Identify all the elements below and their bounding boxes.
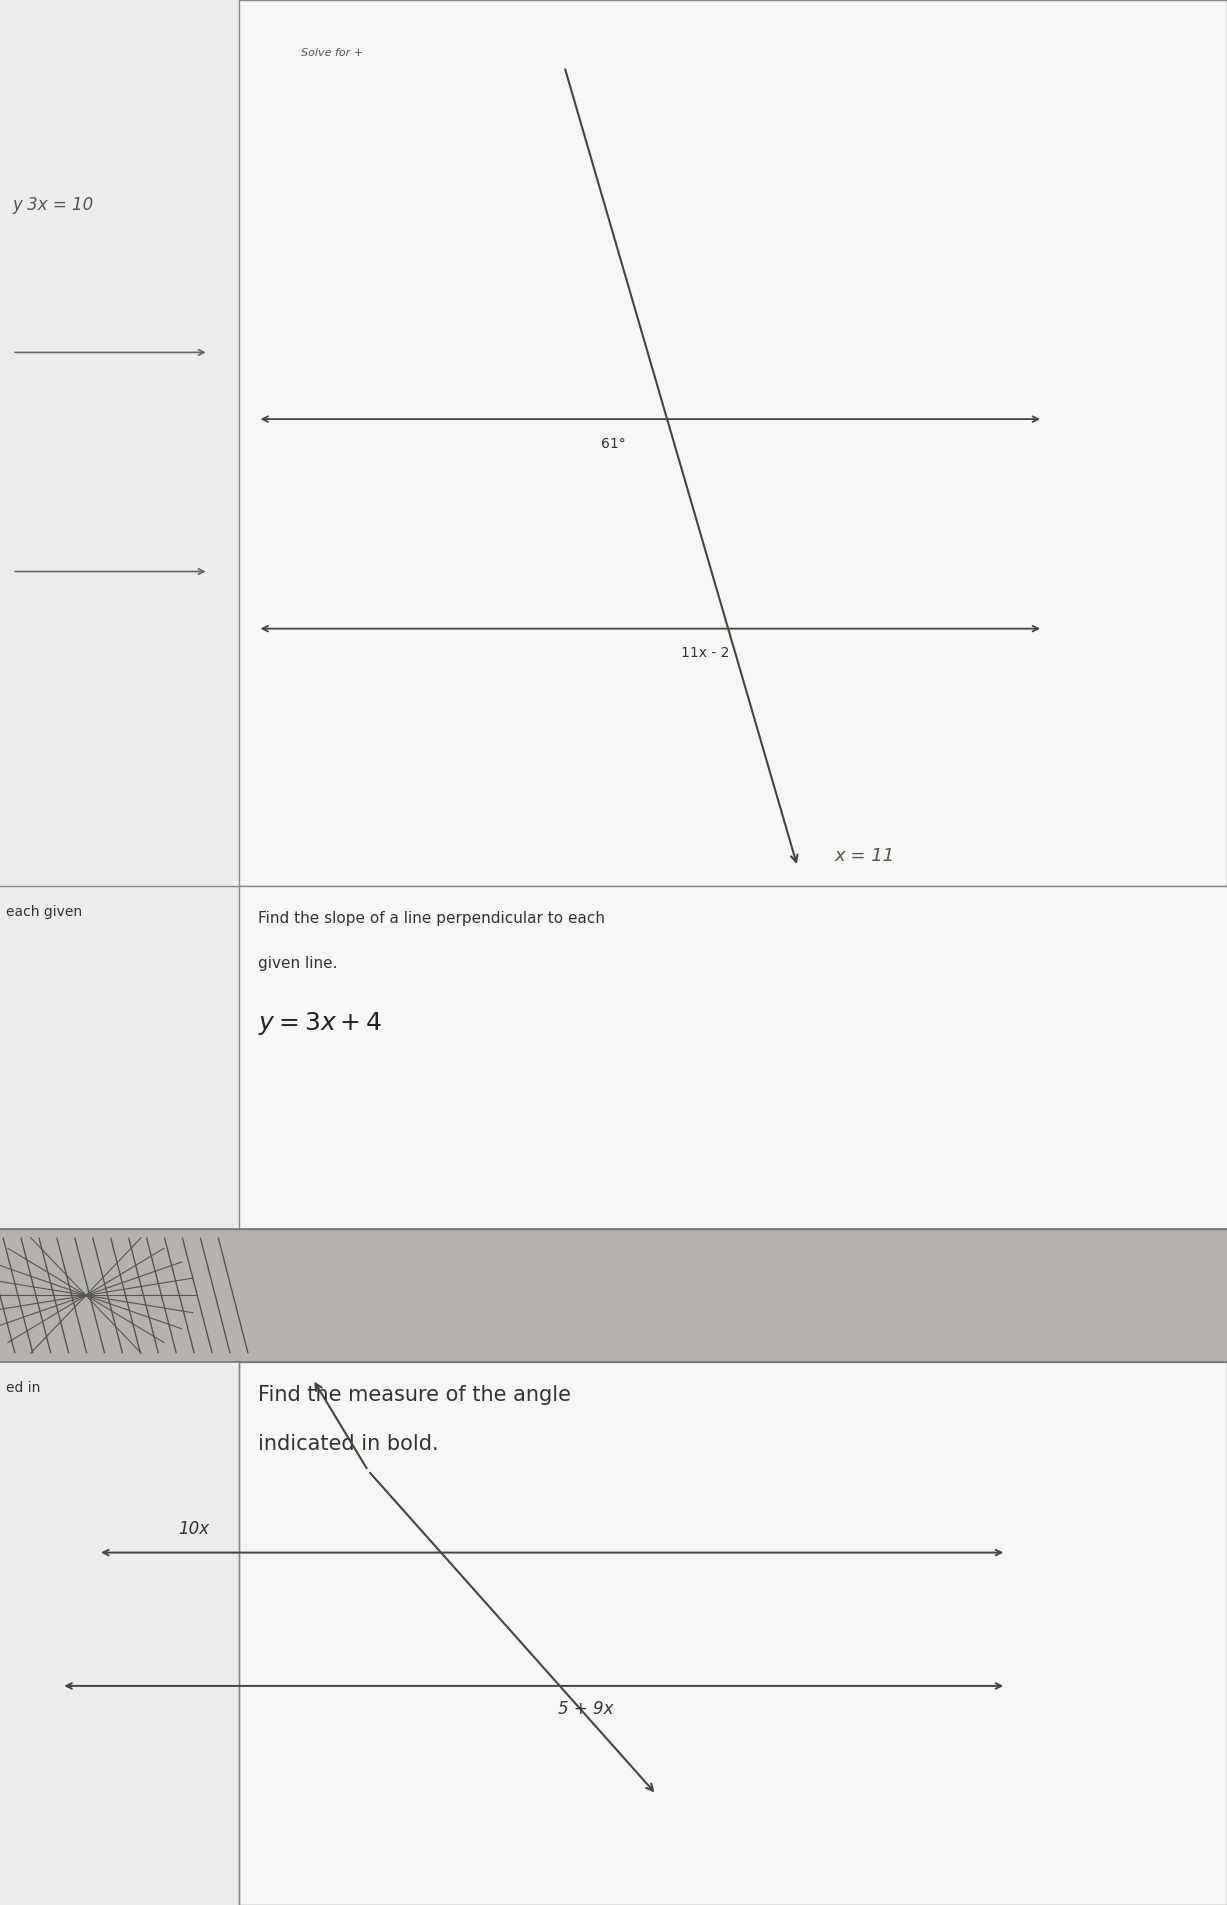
- Text: x = 11: x = 11: [834, 848, 894, 865]
- Text: indicated in bold.: indicated in bold.: [258, 1434, 438, 1454]
- Text: given line.: given line.: [258, 956, 337, 972]
- Bar: [0, 1229, 1227, 1362]
- Bar: [239, 0, 1227, 886]
- Text: Solve for +: Solve for +: [301, 48, 363, 57]
- Text: each given: each given: [6, 905, 82, 918]
- Text: ed in: ed in: [6, 1381, 40, 1394]
- Bar: [239, 1362, 1227, 1905]
- Text: 11x - 2: 11x - 2: [681, 646, 729, 661]
- Text: Find the slope of a line perpendicular to each: Find the slope of a line perpendicular t…: [258, 911, 605, 926]
- Text: 10x: 10x: [178, 1520, 209, 1537]
- Text: 5 + 9x: 5 + 9x: [558, 1701, 614, 1718]
- Text: $y = 3x + 4$: $y = 3x + 4$: [258, 1010, 382, 1036]
- Bar: [239, 886, 1227, 1229]
- Text: 61°: 61°: [601, 436, 626, 451]
- Text: y 3x = 10: y 3x = 10: [12, 196, 93, 213]
- Text: Find the measure of the angle: Find the measure of the angle: [258, 1385, 571, 1404]
